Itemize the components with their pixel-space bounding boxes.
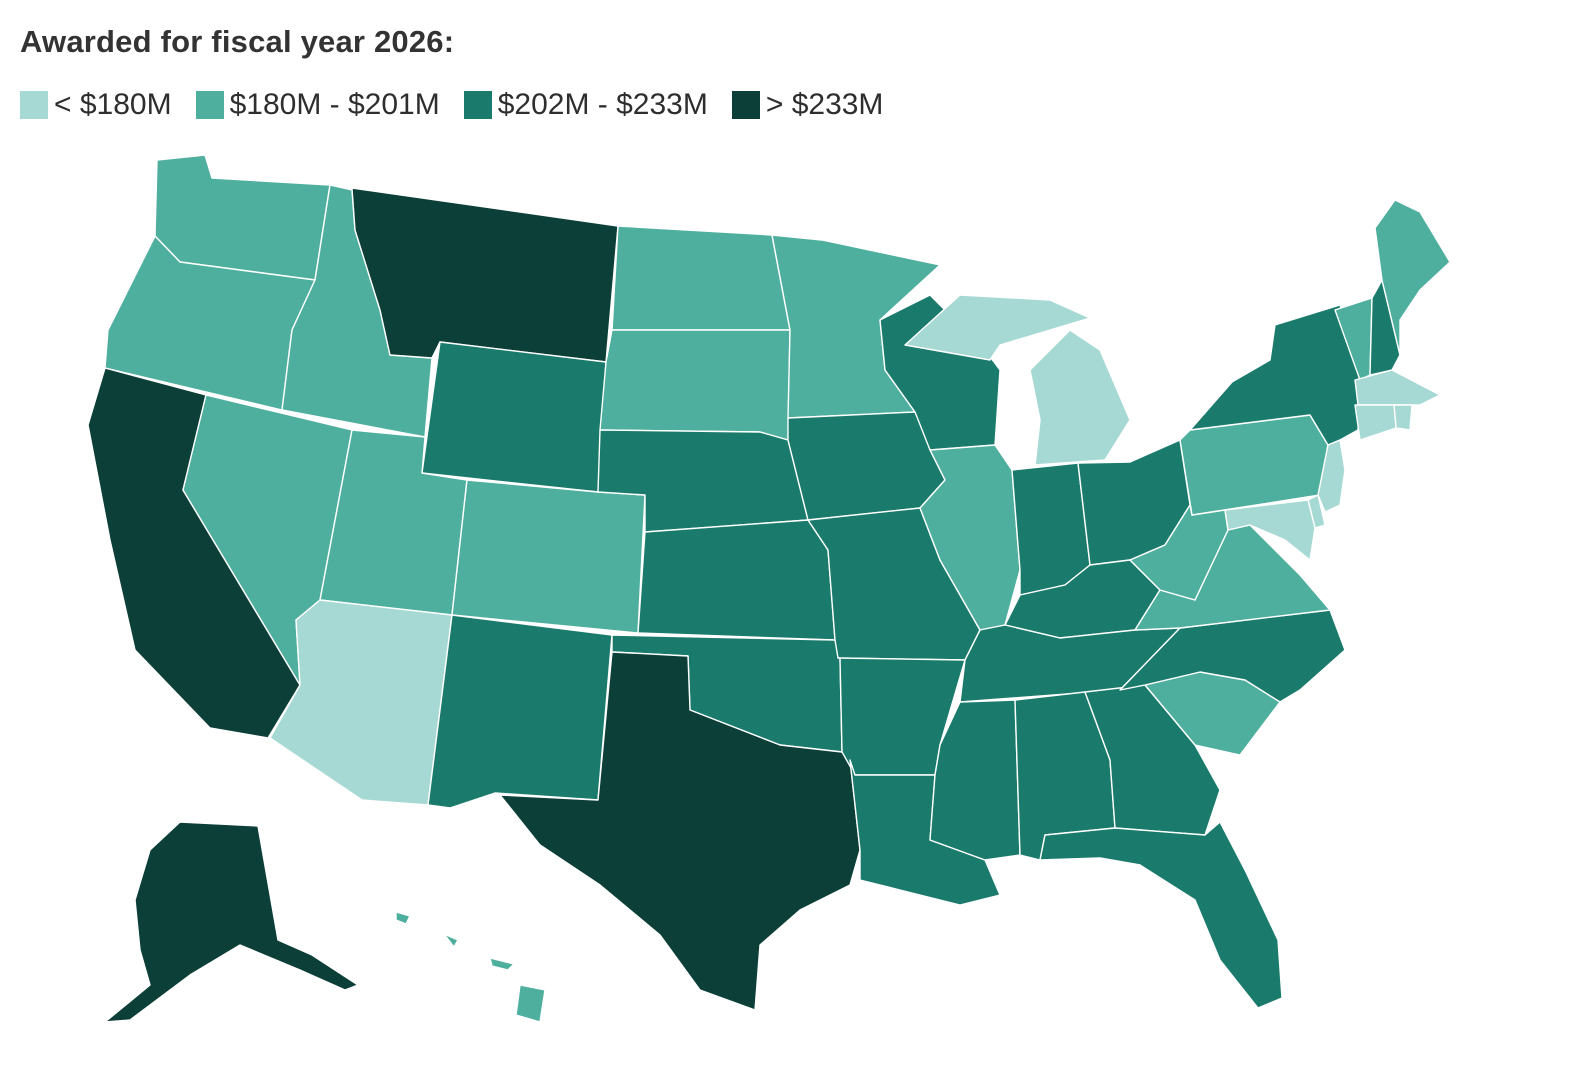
legend-label-tier3: $202M - $233M	[497, 88, 708, 121]
state-NH[interactable]	[1369, 279, 1401, 376]
state-MA[interactable]	[1354, 369, 1441, 406]
us-choropleth-map	[0, 130, 1580, 1066]
state-TX[interactable]	[499, 651, 861, 1011]
legend-swatch-tier2	[195, 91, 224, 119]
legend-item-tier4: > $233M	[731, 88, 884, 122]
legend-swatch-tier4	[731, 91, 760, 119]
state-WY[interactable]	[421, 341, 607, 493]
state-MT[interactable]	[351, 187, 619, 363]
legend-item-tier1: < $180M	[20, 88, 172, 122]
state-MD[interactable]	[1224, 499, 1316, 561]
state-AZ[interactable]	[269, 599, 453, 806]
legend-label-tier1: < $180M	[54, 88, 172, 121]
state-WA[interactable]	[154, 154, 331, 281]
state-NM[interactable]	[427, 614, 613, 809]
legend-label-tier2: $180M - $201M	[229, 88, 440, 121]
map-title: Awarded for fiscal year 2026:	[20, 24, 455, 59]
state-MI[interactable]	[904, 294, 1131, 466]
state-FL[interactable]	[1039, 821, 1283, 1009]
state-CO[interactable]	[451, 479, 646, 634]
state-SD[interactable]	[599, 329, 791, 441]
state-ME[interactable]	[1374, 199, 1451, 356]
legend-label-tier4: > $233M	[765, 88, 884, 121]
state-RI[interactable]	[1393, 404, 1413, 431]
legend-item-tier3: $202M - $233M	[463, 88, 708, 122]
state-KS[interactable]	[637, 519, 836, 641]
legend-swatch-tier3	[463, 91, 492, 119]
state-ND[interactable]	[611, 225, 791, 331]
legend-swatch-tier1	[20, 91, 48, 119]
legend-item-tier2: $180M - $201M	[195, 88, 440, 122]
state-AK[interactable]	[104, 821, 359, 1023]
state-HI[interactable]	[395, 911, 546, 1023]
state-CT[interactable]	[1354, 404, 1397, 441]
legend: < $180M $180M - $201M $202M - $233M > $2…	[20, 88, 907, 122]
